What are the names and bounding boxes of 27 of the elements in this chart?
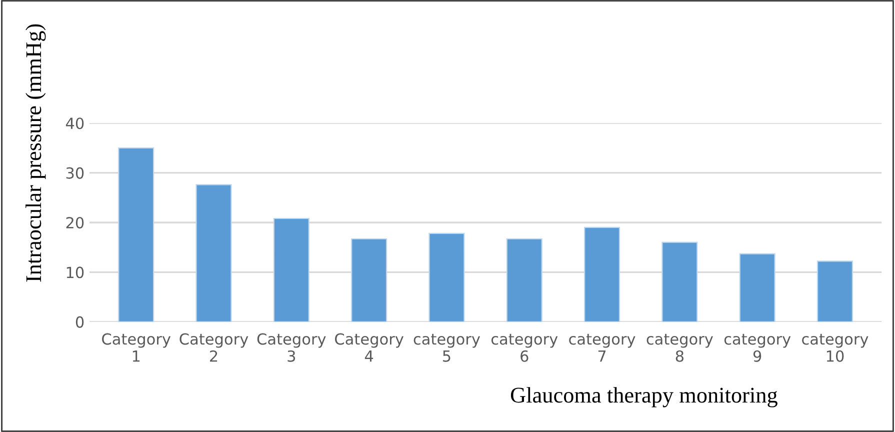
x-tick-label: category 9 <box>724 334 791 362</box>
bar <box>506 238 542 322</box>
bar <box>273 218 310 322</box>
y-tick-label: 20 <box>66 216 84 228</box>
x-tick-label: Category 1 <box>102 333 171 362</box>
bar <box>739 253 776 322</box>
x-tick-label: Category 4 <box>335 333 404 362</box>
bar <box>118 147 154 322</box>
y-tick-label: 30 <box>66 167 84 179</box>
y-tick-label: 10 <box>66 266 84 278</box>
bar <box>816 260 854 322</box>
bar <box>662 242 698 322</box>
bar <box>196 184 232 322</box>
y-tick-label: 0 <box>76 316 84 328</box>
x-tick-label: category 5 <box>414 334 480 362</box>
bar <box>584 226 620 322</box>
x-tick-label: category 8 <box>646 334 713 362</box>
x-tick-label: Category 3 <box>257 333 326 362</box>
y-tick-label: 40 <box>66 118 84 130</box>
x-tick-label: category 10 <box>802 334 868 362</box>
x-tick-label: category 7 <box>569 334 636 362</box>
x-axis-title: Glaucoma therapy monitoring <box>510 387 778 408</box>
bar <box>428 232 465 322</box>
x-tick-label: Category 2 <box>180 333 248 362</box>
bar <box>351 238 388 322</box>
y-axis-title: Intraocular pressure (mmHg) <box>26 24 46 282</box>
x-tick-label: category 6 <box>491 334 558 362</box>
